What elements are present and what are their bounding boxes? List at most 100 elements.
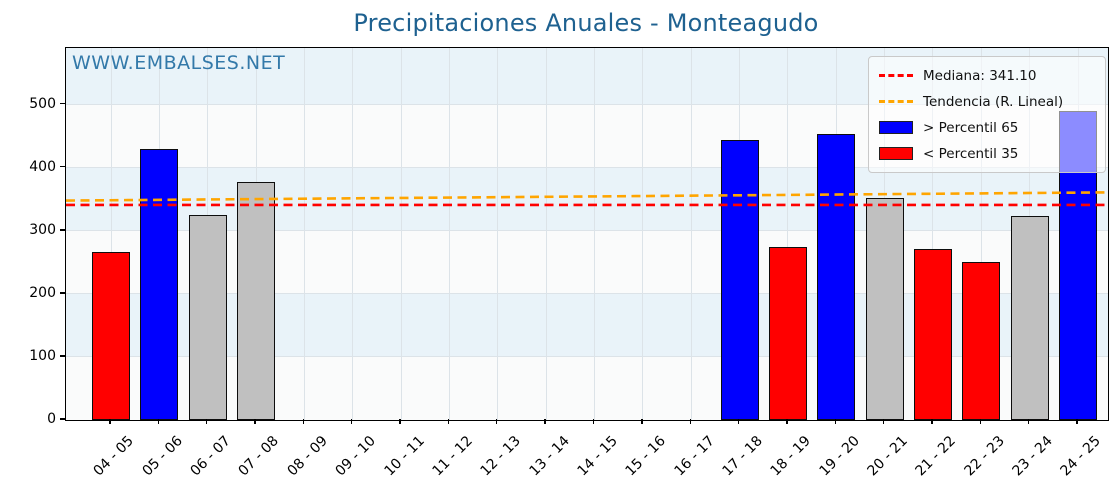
y-tick-mark bbox=[60, 355, 65, 357]
x-tick-mark bbox=[737, 419, 740, 424]
y-tick-label: 200 bbox=[29, 284, 56, 301]
horizontal-gridline bbox=[66, 293, 1108, 295]
x-tick-label: 13 - 14 bbox=[526, 433, 573, 480]
vertical-gridline bbox=[594, 48, 595, 420]
x-tick-mark bbox=[931, 419, 933, 424]
vertical-gridline bbox=[690, 48, 692, 420]
x-tick-mark bbox=[689, 419, 691, 424]
x-tick-mark bbox=[641, 419, 643, 424]
x-tick-mark bbox=[302, 419, 305, 424]
legend-item-below-percentile: < Percentil 35 bbox=[879, 143, 1097, 164]
bar-23-24 bbox=[1010, 216, 1049, 420]
x-tick-mark bbox=[399, 419, 401, 424]
x-tick-mark bbox=[351, 419, 353, 424]
y-tick-label: 400 bbox=[29, 158, 56, 175]
vertical-gridline bbox=[787, 48, 789, 420]
vertical-gridline bbox=[545, 48, 547, 420]
bar-06-07 bbox=[188, 215, 227, 420]
y-tick-mark bbox=[60, 103, 65, 105]
blue-bar-swatch bbox=[879, 121, 913, 134]
red-bar-swatch bbox=[879, 147, 913, 160]
x-tick-label: 22 - 23 bbox=[961, 433, 1008, 480]
y-tick-mark bbox=[60, 418, 65, 420]
vertical-gridline bbox=[352, 48, 354, 420]
bar-20-21 bbox=[865, 198, 904, 420]
y-tick-label: 0 bbox=[47, 411, 56, 427]
legend-label-above-percentile: > Percentil 65 bbox=[923, 119, 1019, 136]
x-tick-label: 06 - 07 bbox=[187, 433, 235, 480]
vertical-gridline bbox=[932, 48, 934, 420]
bar-17-18 bbox=[720, 140, 759, 420]
vertical-gridline bbox=[980, 48, 982, 420]
bar-07-08 bbox=[237, 181, 276, 420]
x-tick-label: 11 - 12 bbox=[429, 433, 476, 480]
x-tick-mark bbox=[592, 419, 595, 424]
legend-item-trend: Tendencia (R. Lineal) bbox=[879, 91, 1097, 112]
x-tick-mark bbox=[544, 419, 546, 424]
x-tick-label: 10 - 11 bbox=[381, 433, 428, 480]
chart-title: Precipitaciones Anuales - Monteagudo bbox=[353, 9, 819, 37]
bar-18-19 bbox=[768, 247, 807, 420]
legend-item-above-percentile: > Percentil 65 bbox=[879, 117, 1097, 138]
vertical-gridline bbox=[448, 48, 450, 420]
x-tick-mark bbox=[882, 419, 885, 424]
x-tick-mark bbox=[496, 419, 498, 424]
horizontal-gridline bbox=[66, 356, 1108, 358]
y-tick-label: 300 bbox=[29, 221, 56, 238]
y-tick-mark bbox=[60, 292, 65, 294]
x-tick-label: 07 - 08 bbox=[235, 433, 283, 480]
legend-label-median: Mediana: 341.10 bbox=[923, 67, 1037, 84]
x-tick-mark bbox=[979, 419, 981, 424]
x-tick-label: 18 - 19 bbox=[767, 433, 815, 480]
x-tick-label: 08 - 09 bbox=[284, 433, 331, 480]
x-tick-mark bbox=[447, 419, 450, 424]
vertical-gridline bbox=[400, 48, 402, 420]
x-tick-label: 04 - 05 bbox=[90, 433, 138, 480]
x-tick-label: 23 - 24 bbox=[1009, 433, 1056, 480]
bar-05-06 bbox=[140, 148, 179, 420]
bar-19-20 bbox=[817, 133, 856, 420]
x-tick-label: 24 - 25 bbox=[1057, 433, 1105, 480]
x-tick-label: 20 - 21 bbox=[864, 433, 911, 480]
bar-04-05 bbox=[92, 251, 130, 420]
bar-21-22 bbox=[913, 249, 952, 420]
x-tick-mark bbox=[834, 419, 836, 424]
x-tick-mark bbox=[109, 419, 111, 424]
horizontal-gridline bbox=[66, 167, 1108, 169]
legend: Mediana: 341.10 Tendencia (R. Lineal) > … bbox=[868, 56, 1106, 173]
watermark: WWW.EMBALSES.NET bbox=[72, 52, 286, 74]
vertical-gridline bbox=[642, 48, 644, 420]
vertical-gridline bbox=[110, 48, 112, 420]
legend-label-trend: Tendencia (R. Lineal) bbox=[923, 93, 1064, 110]
x-tick-mark bbox=[157, 419, 160, 424]
x-tick-label: 15 - 16 bbox=[622, 433, 670, 480]
trend-dashed-line-swatch bbox=[879, 100, 913, 103]
legend-label-below-percentile: < Percentil 35 bbox=[923, 145, 1019, 162]
x-tick-mark bbox=[254, 419, 256, 424]
x-tick-mark bbox=[786, 419, 788, 424]
x-tick-label: 16 - 17 bbox=[671, 433, 718, 480]
x-tick-mark bbox=[1027, 419, 1030, 424]
trend-line bbox=[65, 191, 1109, 202]
x-tick-label: 12 - 13 bbox=[477, 433, 525, 480]
y-axis-labels: 0 100 200 300 400 500 bbox=[0, 47, 56, 427]
x-tick-mark bbox=[206, 419, 208, 424]
x-tick-label: 09 - 10 bbox=[332, 433, 380, 480]
x-tick-label: 05 - 06 bbox=[139, 433, 186, 480]
x-tick-label: 14 - 15 bbox=[574, 433, 621, 480]
x-axis-labels: 04 - 05 05 - 06 06 - 07 07 - 08 08 - 09 09 - … bbox=[65, 419, 1107, 500]
horizontal-gridline bbox=[66, 104, 1108, 106]
y-tick-label: 500 bbox=[29, 95, 56, 112]
x-tick-mark bbox=[1076, 419, 1078, 424]
median-dashed-line-swatch bbox=[879, 74, 913, 77]
y-tick-mark bbox=[60, 166, 65, 168]
y-tick-mark bbox=[60, 229, 65, 231]
legend-item-median: Mediana: 341.10 bbox=[879, 65, 1097, 86]
horizontal-gridline bbox=[66, 230, 1108, 232]
x-tick-label: 19 - 20 bbox=[816, 433, 863, 480]
y-tick-label: 100 bbox=[29, 347, 56, 364]
x-tick-label: 21 - 22 bbox=[912, 433, 960, 480]
vertical-gridline bbox=[497, 48, 499, 420]
vertical-gridline bbox=[303, 48, 305, 420]
